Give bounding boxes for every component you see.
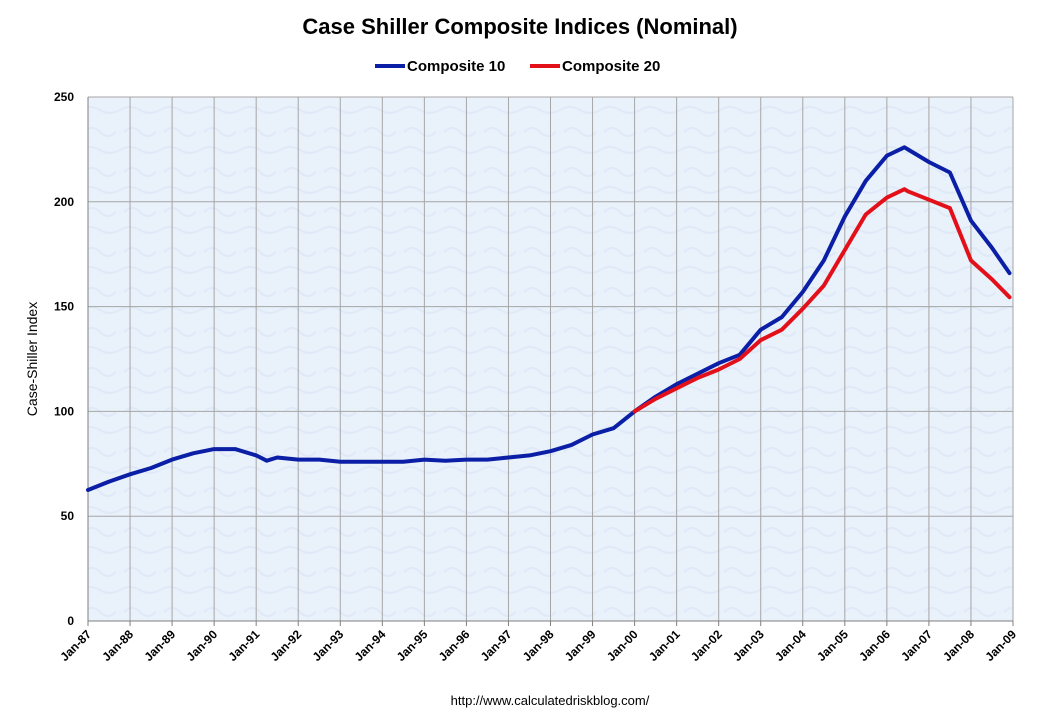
x-axis-ticks: Jan-87 Jan-88 Jan-89 Jan-90 Jan-91 Jan-92 Jan-… xyxy=(57,621,1019,664)
x-tick-label: Jan-00 xyxy=(604,627,641,664)
legend-label-composite-10: Composite 10 xyxy=(407,58,505,75)
x-tick-label: Jan-98 xyxy=(520,627,557,664)
x-tick-label: Jan-93 xyxy=(310,627,347,664)
x-tick-label: Jan-89 xyxy=(141,627,178,664)
x-tick-label: Jan-91 xyxy=(226,627,263,664)
chart-title: Case Shiller Composite Indices (Nominal) xyxy=(302,14,737,39)
y-axis-ticks: 0 50 100 150 200 250 xyxy=(54,90,74,628)
y-tick-label: 0 xyxy=(67,614,74,628)
legend-label-composite-20: Composite 20 xyxy=(562,58,660,75)
series-layer xyxy=(86,145,1012,492)
x-tick-label: Jan-92 xyxy=(268,627,305,664)
x-tick-label: Jan-03 xyxy=(730,627,767,664)
x-tick-label: Jan-07 xyxy=(898,627,935,664)
y-tick-label: 50 xyxy=(61,509,75,523)
x-tick-label: Jan-06 xyxy=(856,627,893,664)
x-tick-label: Jan-94 xyxy=(352,627,389,664)
x-tick-label: Jan-90 xyxy=(183,627,220,664)
x-tick-label: Jan-96 xyxy=(436,627,473,664)
y-tick-label: 100 xyxy=(54,404,74,418)
x-tick-label: Jan-02 xyxy=(688,627,725,664)
y-axis-label: Case-Shiller Index xyxy=(24,302,40,416)
source-note: http://www.calculatedriskblog.com/ xyxy=(451,693,650,708)
series-line-composite-10 xyxy=(86,145,1012,492)
x-tick-label: Jan-99 xyxy=(562,627,599,664)
y-tick-label: 150 xyxy=(54,300,74,314)
y-tick-label: 200 xyxy=(54,195,74,209)
series-line-composite-20 xyxy=(632,187,1012,414)
legend: Composite 10 Composite 20 xyxy=(375,58,660,75)
x-tick-label: Jan-08 xyxy=(940,627,977,664)
x-tick-label: Jan-88 xyxy=(99,627,136,664)
x-tick-label: Jan-95 xyxy=(394,627,431,664)
x-tick-label: Jan-04 xyxy=(772,627,809,664)
y-tick-label: 250 xyxy=(54,90,74,104)
x-tick-label: Jan-09 xyxy=(982,627,1019,664)
x-tick-label: Jan-01 xyxy=(646,627,683,664)
x-tick-label: Jan-05 xyxy=(814,627,851,664)
x-tick-label: Jan-87 xyxy=(57,627,94,664)
x-tick-label: Jan-97 xyxy=(478,627,515,664)
